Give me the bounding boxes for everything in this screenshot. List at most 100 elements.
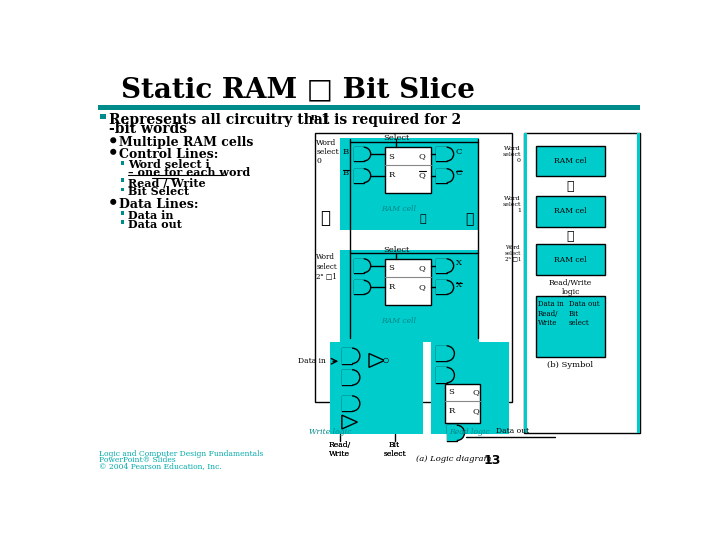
Text: Multiple RAM cells: Multiple RAM cells: [120, 137, 254, 150]
Wedge shape: [364, 168, 371, 183]
Text: PowerPoint® Slides: PowerPoint® Slides: [99, 456, 176, 464]
Bar: [536, 296, 606, 357]
Text: (a) Logic diagram: (a) Logic diagram: [415, 455, 491, 463]
Wedge shape: [364, 280, 371, 294]
Text: ⋮: ⋮: [567, 180, 575, 193]
Text: Q: Q: [418, 171, 426, 179]
Text: Read/
Write: Read/ Write: [328, 441, 351, 458]
Bar: [340, 138, 479, 231]
Text: ⋮: ⋮: [420, 214, 426, 224]
Text: B: B: [343, 148, 348, 156]
Bar: [524, 132, 640, 433]
Text: Select: Select: [383, 134, 409, 142]
Bar: [446, 425, 456, 441]
Text: Q: Q: [418, 264, 426, 272]
Bar: [536, 296, 606, 357]
Text: Data Lines:: Data Lines:: [120, 198, 199, 211]
Circle shape: [111, 200, 116, 204]
Bar: [436, 168, 446, 183]
Text: Read logic: Read logic: [449, 428, 490, 436]
Text: RAM cel: RAM cel: [554, 207, 587, 215]
Bar: [536, 146, 606, 177]
Text: Q: Q: [472, 407, 479, 415]
Wedge shape: [352, 348, 360, 363]
Text: Read/
Write: Read/ Write: [328, 441, 351, 458]
Text: Bit Select: Bit Select: [128, 186, 189, 198]
Text: RAM cel: RAM cel: [554, 255, 587, 264]
Bar: [98, 105, 640, 110]
Text: Read/Write
logic: Read/Write logic: [549, 279, 592, 296]
Wedge shape: [364, 259, 371, 273]
Text: -bit words: -bit words: [109, 122, 186, 136]
Bar: [536, 244, 606, 275]
Text: Bit
select: Bit select: [383, 441, 406, 458]
Bar: [121, 211, 125, 214]
Bar: [536, 244, 606, 275]
Text: select: select: [569, 319, 590, 327]
Circle shape: [384, 359, 387, 362]
Text: RAM cell: RAM cell: [381, 205, 416, 213]
Text: Word select i: Word select i: [128, 159, 210, 170]
Text: 1: 1: [315, 113, 330, 127]
Wedge shape: [446, 346, 454, 361]
Bar: [342, 396, 352, 411]
Text: n: n: [311, 112, 318, 122]
Bar: [445, 384, 480, 423]
Text: S: S: [448, 388, 454, 396]
Text: © 2004 Pearson Education, Inc.: © 2004 Pearson Education, Inc.: [99, 462, 222, 470]
Text: Word
select
2ⁿ □1: Word select 2ⁿ □1: [316, 253, 337, 280]
Text: C: C: [456, 148, 462, 156]
Circle shape: [111, 138, 116, 143]
Wedge shape: [364, 147, 371, 161]
Text: Control Lines:: Control Lines:: [120, 148, 219, 161]
Bar: [536, 195, 606, 226]
Bar: [342, 348, 352, 363]
Text: Represents all circuitry that is required for 2: Represents all circuitry that is require…: [109, 113, 461, 127]
Bar: [100, 114, 106, 119]
Text: R: R: [388, 283, 395, 291]
Text: Word
select
1: Word select 1: [503, 197, 521, 213]
Text: B: B: [343, 170, 348, 177]
Text: Write logic: Write logic: [309, 428, 351, 436]
Bar: [637, 132, 640, 433]
Bar: [121, 220, 125, 224]
Bar: [354, 147, 364, 161]
Bar: [436, 280, 446, 294]
Bar: [354, 168, 364, 183]
Bar: [384, 259, 431, 305]
Bar: [436, 259, 446, 273]
Text: Bit
select: Bit select: [383, 441, 406, 458]
Text: X: X: [456, 281, 462, 289]
Text: R: R: [388, 171, 395, 179]
Wedge shape: [352, 370, 360, 385]
Text: Q: Q: [418, 153, 426, 160]
Bar: [315, 132, 513, 402]
Text: Data out: Data out: [128, 219, 182, 230]
Bar: [536, 146, 606, 177]
Bar: [330, 342, 423, 434]
Text: Logic and Computer Design Fundamentals: Logic and Computer Design Fundamentals: [99, 450, 264, 458]
Circle shape: [111, 150, 116, 154]
Bar: [342, 370, 352, 385]
Bar: [431, 342, 508, 434]
Polygon shape: [342, 415, 357, 429]
Text: ⋮: ⋮: [466, 212, 474, 226]
Bar: [121, 161, 125, 165]
Text: Read/: Read/: [538, 309, 559, 318]
Bar: [445, 384, 480, 423]
Text: C: C: [456, 170, 462, 177]
Text: Write: Write: [538, 319, 557, 327]
Text: ⋮: ⋮: [320, 210, 330, 227]
Wedge shape: [446, 367, 454, 383]
Text: RAM cel: RAM cel: [554, 157, 587, 165]
Text: (b) Symbol: (b) Symbol: [547, 361, 593, 369]
Text: ⋮: ⋮: [567, 230, 575, 243]
Text: Data out: Data out: [569, 300, 600, 308]
Bar: [536, 195, 606, 226]
Text: 13: 13: [484, 455, 501, 468]
Wedge shape: [446, 280, 454, 294]
Bar: [436, 367, 446, 383]
Text: RAM cell: RAM cell: [381, 317, 416, 325]
Bar: [524, 132, 527, 433]
Text: Bit: Bit: [569, 309, 579, 318]
